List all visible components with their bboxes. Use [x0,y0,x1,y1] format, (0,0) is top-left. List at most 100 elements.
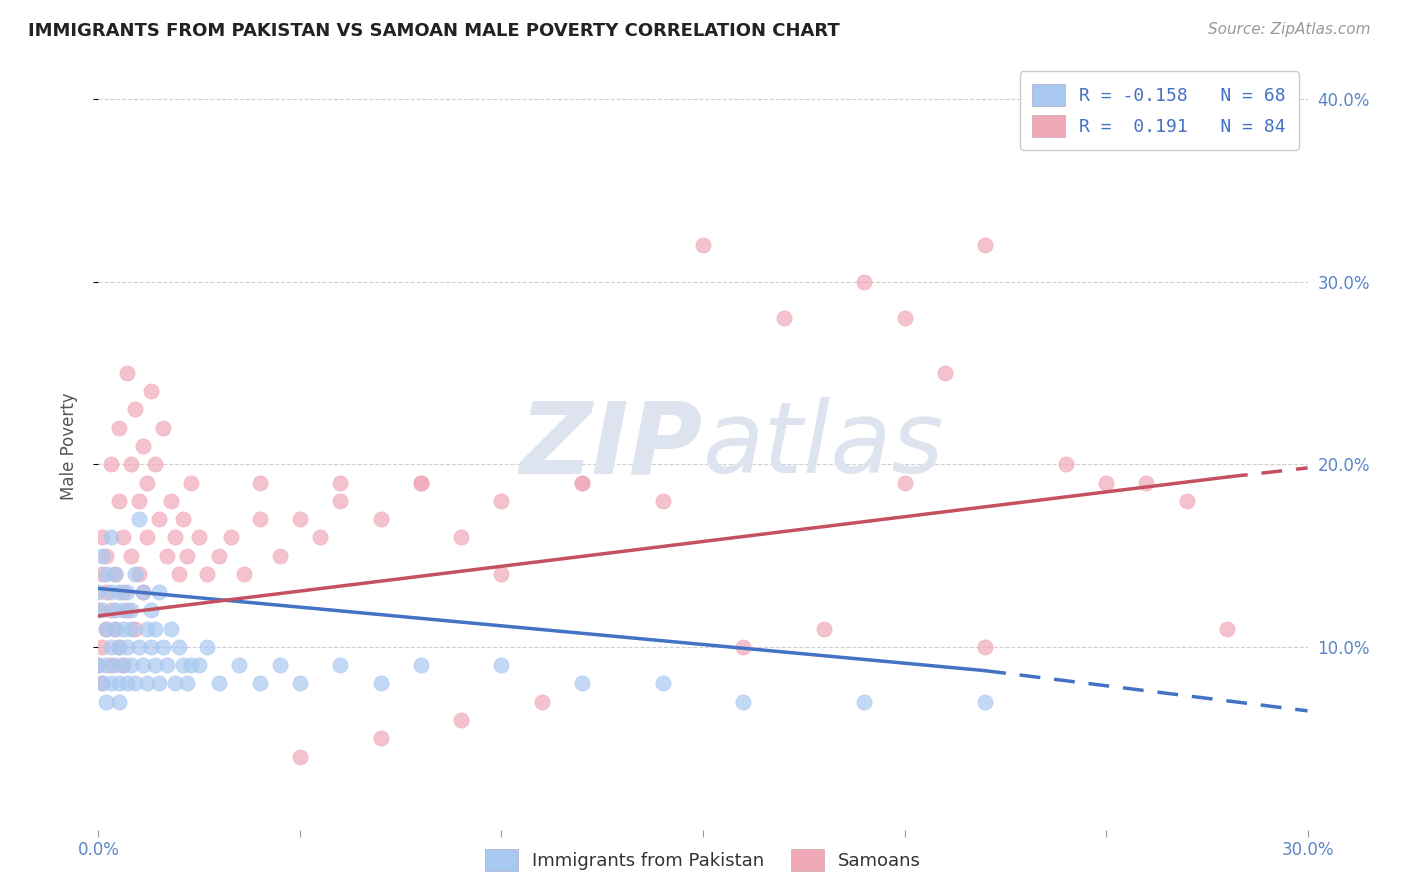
Point [100,658,122,673]
Point [103,658,125,673]
Point [91,676,114,690]
Point [132,658,155,673]
Point [87,658,110,673]
Point [195,566,218,581]
Point [96,622,118,636]
Point [96,695,118,709]
Point [128,493,150,508]
Point [156,658,179,673]
Point [139,603,162,617]
Point [128,566,150,581]
Point [450,530,472,544]
Point [107,676,129,690]
Point [143,457,166,471]
Point [124,676,146,690]
Point [249,676,271,690]
Point [100,640,122,654]
Point [115,366,138,380]
Point [1175,493,1198,508]
Point [409,475,432,490]
Point [934,366,956,380]
Point [893,475,915,490]
Point [221,530,243,544]
Point [115,640,138,654]
Point [329,493,352,508]
Point [91,530,114,544]
Point [651,493,673,508]
Point [91,549,114,563]
Point [100,676,122,690]
Point [135,622,157,636]
Point [491,566,513,581]
Point [571,475,593,490]
Point [107,493,129,508]
Text: Source: ZipAtlas.com: Source: ZipAtlas.com [1208,22,1371,37]
Point [733,695,755,709]
Point [120,658,142,673]
Point [160,493,183,508]
Point [103,622,125,636]
Point [100,603,122,617]
Point [143,622,166,636]
Point [100,585,122,599]
Point [974,238,997,252]
Point [124,402,146,417]
Point [120,603,142,617]
Point [148,585,170,599]
Point [269,549,291,563]
Point [96,585,118,599]
Point [309,530,332,544]
Point [172,658,194,673]
Point [143,658,166,673]
Point [120,622,142,636]
Point [152,640,174,654]
Point [148,512,170,526]
Point [491,493,513,508]
Point [208,676,231,690]
Point [195,640,218,654]
Text: IMMIGRANTS FROM PAKISTAN VS SAMOAN MALE POVERTY CORRELATION CHART: IMMIGRANTS FROM PAKISTAN VS SAMOAN MALE … [28,22,839,40]
Point [96,549,118,563]
Point [249,475,271,490]
Point [128,640,150,654]
Point [152,421,174,435]
Point [132,439,155,453]
Point [180,658,202,673]
Point [156,549,179,563]
Point [772,311,794,326]
Point [115,676,138,690]
Point [167,640,190,654]
Point [132,585,155,599]
Point [96,658,118,673]
Point [103,603,125,617]
Point [172,512,194,526]
Point [853,695,876,709]
Point [370,512,392,526]
Legend: R = -0.158   N = 68, R =  0.191   N = 84: R = -0.158 N = 68, R = 0.191 N = 84 [1019,71,1299,150]
Point [139,384,162,399]
Point [107,640,129,654]
Point [571,475,593,490]
Point [176,549,198,563]
Point [148,676,170,690]
Point [167,566,190,581]
Point [1277,128,1299,143]
Legend: Immigrants from Pakistan, Samoans: Immigrants from Pakistan, Samoans [478,842,928,879]
Point [409,475,432,490]
Point [128,512,150,526]
Point [180,475,202,490]
Point [115,603,138,617]
Point [96,622,118,636]
Point [163,530,186,544]
Point [115,585,138,599]
Point [160,622,183,636]
Point [91,640,114,654]
Point [163,676,186,690]
Point [571,676,593,690]
Point [100,530,122,544]
Text: atlas: atlas [703,398,945,494]
Point [111,530,134,544]
Point [651,676,673,690]
Point [974,640,997,654]
Point [370,731,392,746]
